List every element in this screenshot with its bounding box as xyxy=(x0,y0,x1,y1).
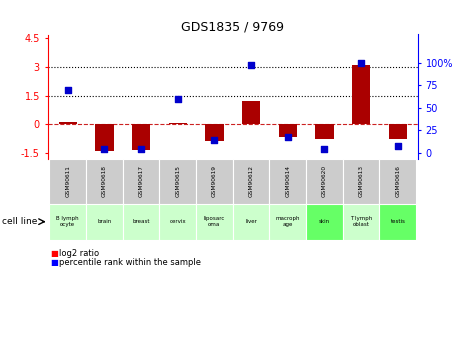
Bar xyxy=(233,159,269,204)
Title: GDS1835 / 9769: GDS1835 / 9769 xyxy=(181,20,284,33)
Point xyxy=(101,146,108,151)
Bar xyxy=(196,159,233,204)
Text: liposarc
oma: liposarc oma xyxy=(204,216,225,227)
Point xyxy=(174,96,181,102)
Text: GSM90617: GSM90617 xyxy=(139,165,143,197)
Bar xyxy=(123,159,160,204)
Bar xyxy=(160,204,196,240)
Point xyxy=(321,146,328,151)
Text: testis: testis xyxy=(390,219,405,224)
Text: GSM90620: GSM90620 xyxy=(322,165,327,197)
Text: GSM90612: GSM90612 xyxy=(248,165,254,197)
Text: GSM90614: GSM90614 xyxy=(285,165,290,197)
Bar xyxy=(86,204,123,240)
Bar xyxy=(86,159,123,204)
Point xyxy=(64,87,71,92)
Bar xyxy=(49,204,86,240)
Bar xyxy=(160,159,196,204)
Text: GSM90611: GSM90611 xyxy=(65,165,70,197)
Text: log2 ratio: log2 ratio xyxy=(59,249,99,258)
Bar xyxy=(269,204,306,240)
Bar xyxy=(132,124,150,150)
Bar xyxy=(242,101,260,124)
Bar xyxy=(269,159,306,204)
Text: ■: ■ xyxy=(50,258,58,267)
Text: percentile rank within the sample: percentile rank within the sample xyxy=(59,258,201,267)
Point xyxy=(247,63,255,68)
Text: cervix: cervix xyxy=(170,219,186,224)
Bar xyxy=(49,159,86,204)
Bar xyxy=(196,204,233,240)
Point xyxy=(137,146,145,151)
Bar xyxy=(123,204,160,240)
Point xyxy=(284,134,292,140)
Bar xyxy=(306,204,343,240)
Bar xyxy=(306,159,343,204)
Bar xyxy=(315,124,333,139)
Bar xyxy=(233,204,269,240)
Text: cell line: cell line xyxy=(2,217,38,226)
Text: GSM90613: GSM90613 xyxy=(359,165,364,197)
Text: B lymph
ocyte: B lymph ocyte xyxy=(57,216,79,227)
Bar xyxy=(380,159,416,204)
Text: GSM90616: GSM90616 xyxy=(395,165,400,197)
Bar xyxy=(343,204,380,240)
Bar xyxy=(389,124,407,139)
Point xyxy=(394,143,402,149)
Text: GSM90619: GSM90619 xyxy=(212,165,217,197)
Text: liver: liver xyxy=(245,219,257,224)
Point xyxy=(210,137,218,142)
Point xyxy=(357,60,365,66)
Text: GSM90615: GSM90615 xyxy=(175,165,180,197)
Bar xyxy=(95,124,114,151)
Text: brain: brain xyxy=(97,219,112,224)
Bar xyxy=(352,65,371,124)
Bar xyxy=(279,124,297,137)
Bar xyxy=(343,159,380,204)
Text: breast: breast xyxy=(133,219,150,224)
Text: GSM90618: GSM90618 xyxy=(102,165,107,197)
Bar xyxy=(58,122,77,124)
Text: skin: skin xyxy=(319,219,330,224)
Text: macroph
age: macroph age xyxy=(276,216,300,227)
Bar xyxy=(169,123,187,124)
Text: T lymph
oblast: T lymph oblast xyxy=(350,216,372,227)
Bar xyxy=(380,204,416,240)
Text: ■: ■ xyxy=(50,249,58,258)
Bar xyxy=(205,124,224,140)
